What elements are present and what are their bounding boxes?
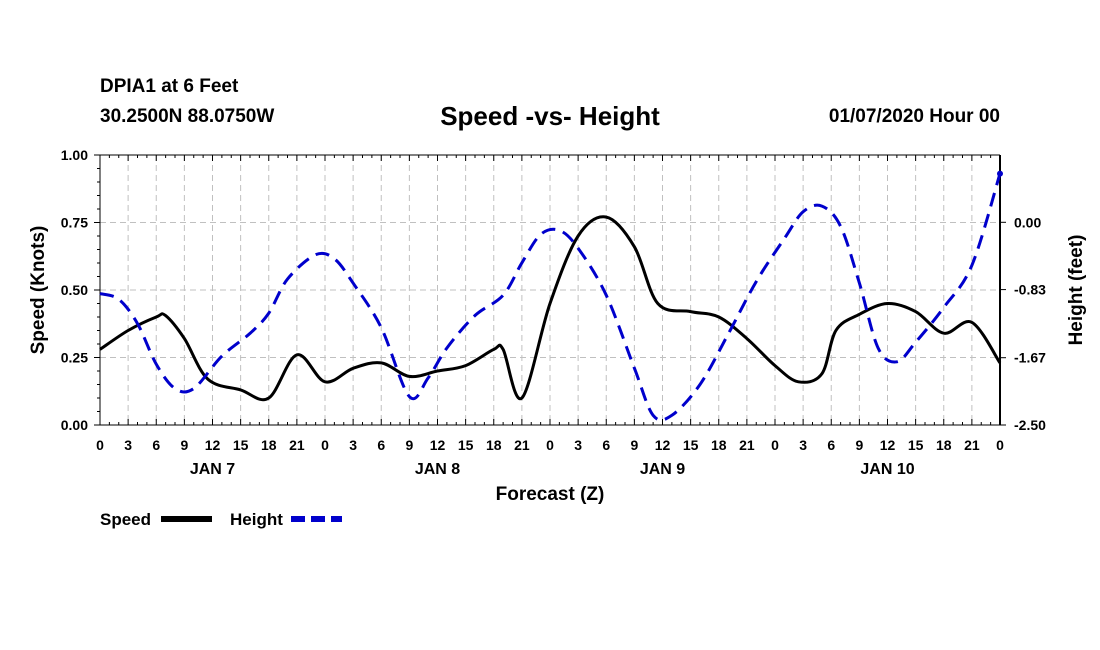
x-tick-label: 3: [124, 437, 132, 453]
left-tick-label: 1.00: [61, 147, 88, 163]
series-speed-line: [99, 215, 1002, 402]
x-tick-label: 12: [655, 437, 671, 453]
x-tick-label: 9: [405, 437, 413, 453]
day-label: JAN 10: [860, 461, 914, 478]
station-label: DPIA1 at 6 Feet: [100, 76, 239, 97]
right-tick-label: -2.50: [1014, 417, 1046, 433]
chart-title: Speed -vs- Height: [0, 101, 1100, 132]
x-tick-label: 6: [602, 437, 610, 453]
series-height-end-point: [997, 170, 1003, 177]
day-label: JAN 7: [190, 461, 235, 478]
x-tick-label: 3: [574, 437, 582, 453]
legend-speed-label: Speed: [100, 510, 151, 529]
day-label: JAN 9: [640, 461, 685, 478]
legend-height-label: Height: [230, 510, 283, 529]
x-tick-label: 3: [349, 437, 357, 453]
x-tick-label: 21: [964, 437, 980, 453]
x-tick-label: 9: [180, 437, 188, 453]
series-height-line: [99, 173, 1002, 422]
x-tick-label: 15: [458, 437, 474, 453]
right-tick-label: 0.00: [1014, 214, 1041, 230]
x-tick-label: 12: [430, 437, 446, 453]
x-tick-label: 21: [514, 437, 530, 453]
left-tick-label: 0.75: [61, 215, 88, 231]
x-tick-label: 18: [486, 437, 502, 453]
right-tick-label: -1.67: [1014, 350, 1046, 366]
x-tick-label: 18: [261, 437, 277, 453]
left-tick-label: 0.00: [61, 417, 88, 433]
x-tick-label: 15: [233, 437, 249, 453]
x-tick-label: 15: [683, 437, 699, 453]
coords-label: 30.2500N 88.0750W: [100, 106, 275, 127]
day-label: JAN 8: [415, 461, 460, 478]
chart-title-text: Speed -vs- Height: [440, 101, 660, 131]
x-tick-label: 3: [799, 437, 807, 453]
x-tick-label: 18: [936, 437, 952, 453]
x-tick-label: 18: [711, 437, 727, 453]
x-tick-label: 0: [771, 437, 779, 453]
y-axis-right-title: Height (feet): [1066, 235, 1087, 346]
y-axis-left-title: Speed (Knots): [28, 226, 49, 355]
x-axis-title: Forecast (Z): [496, 484, 605, 505]
left-tick-label: 0.25: [61, 350, 88, 366]
datetime-label: 01/07/2020 Hour 00: [828, 106, 1000, 127]
x-tick-label: 6: [827, 437, 835, 453]
x-tick-label: 6: [152, 437, 160, 453]
x-tick-label: 12: [205, 437, 221, 453]
x-tick-label: 21: [289, 437, 305, 453]
x-tick-label: 0: [546, 437, 554, 453]
x-tick-label: 21: [739, 437, 755, 453]
left-tick-label: 0.50: [61, 282, 88, 298]
x-tick-label: 9: [855, 437, 863, 453]
x-tick-label: 0: [96, 437, 104, 453]
x-tick-label: 0: [321, 437, 329, 453]
x-tick-label: 15: [908, 437, 924, 453]
x-tick-label: 6: [377, 437, 385, 453]
x-tick-label: 9: [630, 437, 638, 453]
x-tick-label: 0: [996, 437, 1004, 453]
right-tick-label: -0.83: [1014, 282, 1046, 298]
x-tick-label: 12: [880, 437, 896, 453]
